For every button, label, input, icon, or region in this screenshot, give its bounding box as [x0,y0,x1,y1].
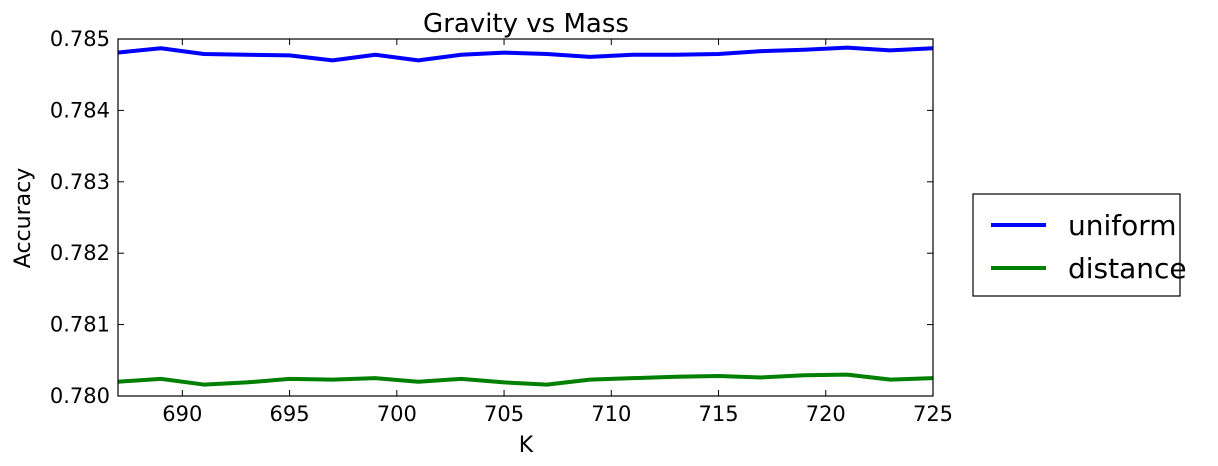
x-tick-label: 705 [484,402,524,426]
x-tick-label: 725 [913,402,953,426]
chart-title: Gravity vs Mass [423,9,629,39]
plot-frame [117,38,934,397]
y-tick-label: 0.780 [50,384,110,408]
x-axis-label: K [519,433,534,458]
x-tick-label: 690 [162,402,202,426]
y-tick-label: 0.784 [50,98,110,122]
y-tick-label: 0.783 [50,170,110,194]
series-line-distance [117,372,934,387]
x-tick-label: 710 [591,402,631,426]
x-tick-label: 700 [377,402,417,426]
y-tick-label: 0.781 [50,313,110,337]
x-tick-label: 695 [270,402,310,426]
series-line-uniform [117,45,934,63]
y-tick-label: 0.782 [50,241,110,265]
legend-label-uniform: uniform [1068,209,1177,242]
legend-frame [972,193,1181,297]
legend: uniform distance [972,193,1187,297]
y-tick-label: 0.785 [50,27,110,51]
plot-area [117,45,934,387]
x-tick-label: 720 [806,402,846,426]
y-axis-label: Accuracy [11,168,36,268]
axis-ticks: 690 695 700 705 710 715 720 725 0.780 0.781 0.782 0… [50,27,953,426]
legend-label-distance: distance [1068,252,1187,285]
x-tick-label: 715 [698,402,738,426]
